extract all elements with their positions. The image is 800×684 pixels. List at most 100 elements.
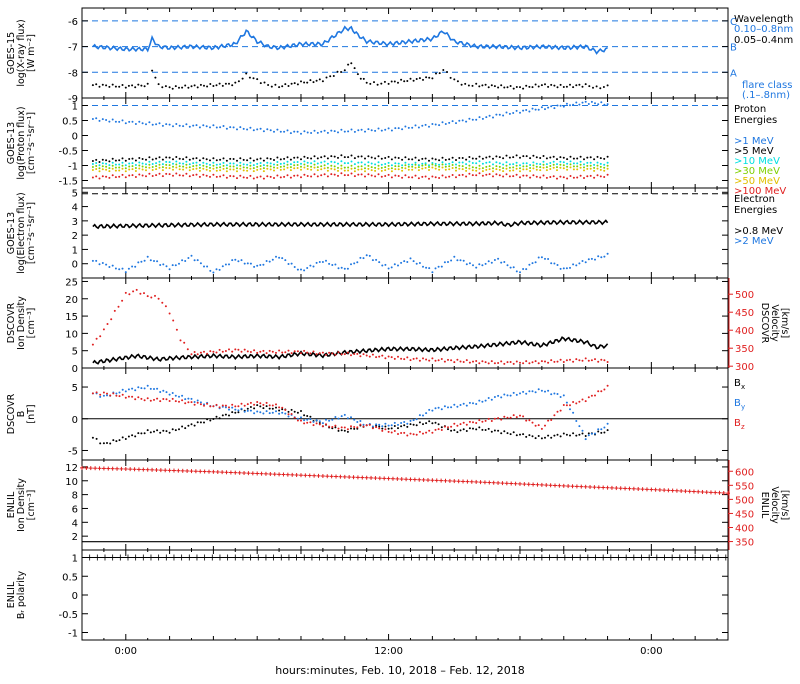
data-point — [151, 123, 154, 126]
data-point — [196, 259, 199, 262]
data-point — [269, 168, 272, 171]
data-point — [145, 158, 147, 161]
data-point — [273, 159, 275, 161]
data-point — [168, 164, 171, 167]
data-point — [212, 157, 215, 160]
data-point — [296, 411, 299, 414]
data-point — [188, 166, 191, 169]
data-point — [393, 80, 396, 83]
data-point — [505, 173, 508, 176]
data-point — [265, 352, 268, 355]
data-point — [242, 158, 245, 161]
data-point — [431, 77, 434, 80]
data-point — [222, 164, 225, 167]
data-point — [412, 260, 415, 263]
data-point — [387, 167, 390, 170]
data-point — [91, 259, 94, 262]
data-point — [360, 128, 363, 131]
data-point — [140, 387, 143, 390]
data-point — [206, 352, 209, 355]
data-point — [131, 174, 134, 177]
data-point — [478, 362, 481, 365]
data-point — [303, 81, 306, 84]
data-point — [161, 175, 164, 178]
data-point — [492, 116, 494, 119]
data-point — [587, 258, 590, 261]
data-point — [284, 259, 287, 262]
data-point — [409, 432, 412, 435]
data-point — [534, 391, 537, 394]
data-point — [566, 158, 569, 161]
data-point — [205, 125, 208, 128]
data-point — [422, 432, 424, 435]
data-point — [428, 166, 430, 168]
data-point — [313, 155, 316, 158]
data-point — [437, 265, 440, 268]
data-point — [315, 419, 318, 422]
data-point — [409, 77, 412, 80]
data-point — [318, 352, 321, 355]
data-point — [506, 394, 509, 397]
data-point — [525, 155, 528, 158]
series-goes13-electron--2-mev — [91, 252, 609, 274]
y-tick-label: 15 — [65, 312, 78, 323]
y-tick-label: 0.5 — [62, 117, 78, 128]
legend-title: Proton — [734, 104, 766, 115]
data-point — [279, 158, 282, 161]
data-point — [212, 164, 215, 167]
data-point — [448, 121, 451, 124]
data-point — [296, 161, 299, 163]
data-point — [407, 126, 410, 129]
data-point — [569, 434, 571, 437]
y-tick-label: 4 — [72, 203, 78, 214]
data-point — [393, 430, 396, 432]
data-point — [289, 169, 292, 172]
data-point — [394, 127, 397, 130]
data-point — [512, 391, 515, 394]
data-point — [284, 412, 287, 415]
data-point — [318, 420, 321, 423]
data-point — [209, 159, 211, 162]
data-point — [539, 157, 542, 159]
data-point — [552, 175, 555, 178]
data-point — [239, 174, 242, 177]
data-point — [326, 175, 329, 178]
data-point — [375, 356, 378, 359]
data-point — [268, 260, 271, 263]
data-point — [447, 261, 449, 263]
data-point — [374, 175, 377, 178]
data-point — [281, 411, 284, 414]
data-point — [296, 130, 299, 133]
data-point — [259, 405, 262, 408]
data-point — [300, 132, 302, 135]
data-point — [481, 420, 484, 423]
data-point — [509, 394, 512, 397]
data-point — [495, 155, 498, 158]
data-point — [589, 174, 592, 177]
data-point — [313, 129, 316, 132]
data-point — [108, 120, 111, 123]
data-point — [172, 162, 174, 165]
data-point — [575, 84, 578, 87]
data-point — [95, 391, 98, 394]
data-point — [579, 155, 582, 158]
data-point — [522, 155, 525, 158]
data-point — [310, 175, 313, 178]
y-tick-label: -9 — [68, 94, 78, 105]
legend-title: Energies — [734, 205, 777, 216]
data-point — [192, 174, 195, 177]
data-point — [178, 162, 181, 165]
data-point — [431, 163, 434, 166]
data-point — [91, 176, 94, 179]
data-point — [390, 427, 393, 430]
data-point — [333, 173, 336, 176]
data-point — [278, 412, 281, 415]
data-point — [178, 428, 180, 431]
data-point — [539, 176, 542, 179]
data-point — [461, 157, 464, 159]
data-point — [417, 159, 420, 162]
data-point — [145, 175, 147, 178]
data-point — [168, 431, 171, 434]
data-point — [603, 157, 606, 160]
data-point — [300, 419, 302, 422]
